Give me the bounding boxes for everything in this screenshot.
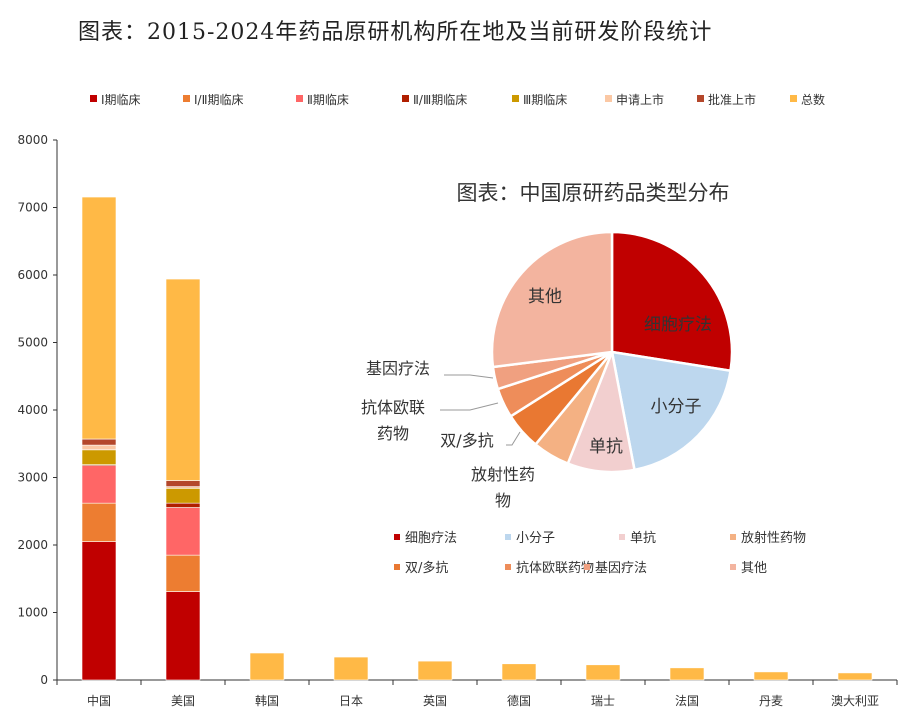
pie-slice-label: 其他 — [528, 287, 562, 307]
bar-中国-Ⅱ期临床 — [81, 465, 117, 504]
legend-marker — [296, 95, 303, 102]
bar-韩国-总数 — [249, 652, 285, 681]
legend-label: Ⅰ/Ⅱ期临床 — [194, 93, 244, 107]
bar-美国-Ⅰ/Ⅱ期临床 — [165, 554, 201, 592]
bar-美国-Ⅱ/Ⅲ期临床 — [165, 502, 201, 508]
pie-legend-marker — [394, 564, 400, 570]
bar-美国-Ⅰ期临床 — [165, 591, 201, 681]
bar-德国-总数 — [501, 663, 537, 681]
x-tick-label: 丹麦 — [759, 694, 783, 708]
pie-legend-label: 其他 — [741, 561, 767, 576]
x-tick-label: 美国 — [171, 694, 195, 708]
leader-line — [444, 374, 494, 379]
y-tick-label: 0 — [40, 673, 48, 687]
legend-label: 批准上市 — [708, 92, 756, 107]
x-tick-label: 韩国 — [255, 693, 279, 708]
x-tick-label: 德国 — [507, 693, 531, 708]
pie-slice-label: 双/多抗 — [440, 431, 493, 450]
legend-label: Ⅱ/Ⅲ期临床 — [413, 93, 467, 107]
y-tick-label: 1000 — [17, 606, 48, 620]
bar-中国-Ⅰ/Ⅱ期临床 — [81, 502, 117, 542]
y-tick-label: 5000 — [17, 336, 48, 350]
legend-label: Ⅰ期临床 — [101, 93, 141, 107]
pie-legend-marker — [505, 564, 511, 570]
pie-slice-细胞疗法 — [610, 230, 734, 373]
pie-slice-label: 小分子 — [651, 397, 702, 417]
bar-中国-总数 — [81, 196, 117, 440]
pie-legend-label: 抗体欧联药物 — [516, 561, 594, 576]
legend-marker — [512, 95, 519, 102]
pie-legend-label: 细胞疗法 — [405, 531, 457, 546]
pie-legend-label: 小分子 — [516, 531, 555, 546]
legend-label: Ⅲ期临床 — [523, 93, 567, 107]
legend-marker — [402, 95, 409, 102]
x-tick-label: 日本 — [339, 694, 363, 708]
bar-美国-Ⅱ期临床 — [165, 507, 201, 556]
y-tick-label: 6000 — [17, 268, 48, 282]
pie-legend-label: 单抗 — [630, 531, 656, 546]
pie-legend-marker — [584, 564, 590, 570]
y-tick-label: 3000 — [17, 471, 48, 485]
bar-中国-Ⅲ期临床 — [81, 449, 117, 465]
bar-美国-总数 — [165, 278, 201, 481]
bar-美国-Ⅲ期临床 — [165, 487, 201, 504]
legend-marker — [697, 95, 704, 102]
y-tick-label: 4000 — [17, 403, 48, 417]
legend-label: 申请上市 — [616, 92, 664, 107]
bar-澳大利亚-总数 — [837, 672, 873, 681]
legend-marker — [90, 95, 97, 102]
pie-slice-label: 基因疗法 — [366, 359, 430, 378]
pie-legend-label: 放射性药物 — [741, 530, 806, 546]
pie-legend-marker — [730, 534, 736, 540]
pie-legend-marker — [619, 534, 625, 540]
bar-丹麦-总数 — [753, 671, 789, 681]
pie-legend-marker — [730, 564, 736, 570]
pie-title: 图表：中国原研药品类型分布 — [457, 181, 730, 205]
pie-legend-label: 双/多抗 — [405, 560, 448, 576]
pie-slice-label: 抗体欧联药物 — [361, 398, 425, 443]
bar-法国-总数 — [669, 667, 705, 681]
leader-line — [506, 431, 521, 446]
x-tick-label: 瑞士 — [591, 694, 615, 708]
bar-日本-总数 — [333, 656, 369, 681]
pie-legend-marker — [394, 534, 400, 540]
legend-marker — [183, 95, 190, 102]
pie-slice-label: 单抗 — [589, 437, 623, 457]
chart-title: 图表：2015-2024年药品原研机构所在地及当前研发阶段统计 — [78, 20, 713, 45]
pie-slice-label: 细胞疗法 — [644, 315, 712, 335]
x-tick-label: 中国 — [87, 693, 111, 708]
leader-line — [440, 402, 499, 411]
pie-legend-marker — [505, 534, 511, 540]
legend-label: 总数 — [801, 92, 825, 107]
legend-marker — [790, 95, 797, 102]
bar-中国-批准上市 — [81, 438, 117, 446]
bar-中国-Ⅰ期临床 — [81, 541, 117, 681]
legend-marker — [605, 95, 612, 102]
y-tick-label: 8000 — [17, 133, 48, 147]
pie-slice-小分子 — [610, 350, 732, 472]
pie-slice-其他 — [490, 230, 614, 369]
bar-中国-申请上市 — [81, 444, 117, 451]
x-tick-label: 法国 — [675, 694, 699, 708]
y-tick-label: 2000 — [17, 538, 48, 552]
pie-slice-label: 放射性药物 — [471, 465, 535, 510]
legend-label: Ⅱ期临床 — [307, 93, 349, 107]
x-tick-label: 澳大利亚 — [831, 694, 879, 708]
bar-瑞士-总数 — [585, 664, 621, 681]
bar-英国-总数 — [417, 660, 453, 681]
bar-美国-批准上市 — [165, 480, 201, 487]
pie-legend-label: 基因疗法 — [595, 561, 647, 576]
x-tick-label: 英国 — [423, 694, 447, 708]
y-tick-label: 7000 — [17, 201, 48, 215]
